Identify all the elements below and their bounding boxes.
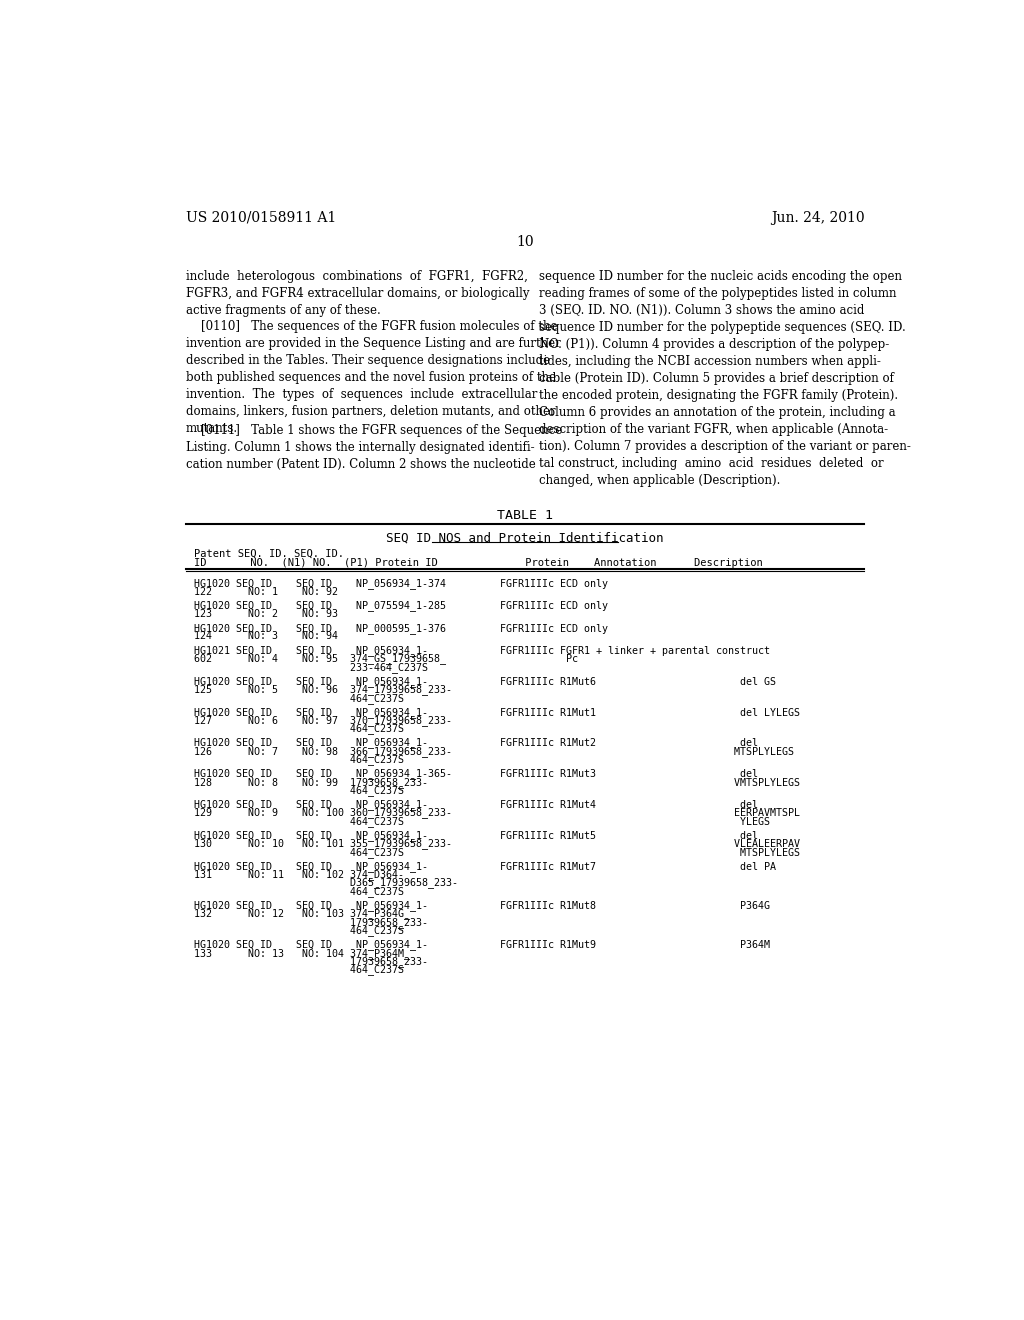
- Text: 464_C237S                                                        YLEGS: 464_C237S YLEGS: [194, 816, 770, 826]
- Text: HG1020 SEQ ID    SEQ ID    NP_056934_1-            FGFR1IIIc R1Mut9             : HG1020 SEQ ID SEQ ID NP_056934_1- FGFR1I…: [194, 940, 770, 950]
- Text: 129      NO: 9    NO: 100 360_17939658_233-                                     : 129 NO: 9 NO: 100 360_17939658_233-: [194, 808, 800, 818]
- Text: HG1020 SEQ ID    SEQ ID    NP_056934_1-            FGFR1IIIc R1Mut2             : HG1020 SEQ ID SEQ ID NP_056934_1- FGFR1I…: [194, 738, 758, 748]
- Text: HG1020 SEQ ID    SEQ ID    NP_056934_1-            FGFR1IIIc R1Mut4             : HG1020 SEQ ID SEQ ID NP_056934_1- FGFR1I…: [194, 799, 758, 810]
- Text: HG1020 SEQ ID    SEQ ID    NP_056934_1-374         FGFR1IIIc ECD only: HG1020 SEQ ID SEQ ID NP_056934_1-374 FGF…: [194, 578, 608, 589]
- Text: HG1020 SEQ ID    SEQ ID    NP_056934_1-            FGFR1IIIc R1Mut6             : HG1020 SEQ ID SEQ ID NP_056934_1- FGFR1I…: [194, 676, 776, 686]
- Text: ID       NO.  (N1) NO.  (P1) Protein ID              Protein    Annotation      : ID NO. (N1) NO. (P1) Protein ID Protein …: [194, 558, 763, 568]
- Text: 602      NO: 4    NO: 95  374_GS_17939658_                    Pc: 602 NO: 4 NO: 95 374_GS_17939658_ Pc: [194, 653, 578, 664]
- Text: 122      NO: 1    NO: 92: 122 NO: 1 NO: 92: [194, 586, 338, 597]
- Text: sequence ID number for the nucleic acids encoding the open
reading frames of som: sequence ID number for the nucleic acids…: [539, 271, 910, 487]
- Text: 464_C237S: 464_C237S: [194, 755, 403, 766]
- Text: Jun. 24, 2010: Jun. 24, 2010: [771, 211, 864, 224]
- Text: include  heterologous  combinations  of  FGFR1,  FGFR2,
FGFR3, and FGFR4 extrace: include heterologous combinations of FGF…: [186, 271, 529, 317]
- Text: 131      NO: 11   NO: 102 374_D364-: 131 NO: 11 NO: 102 374_D364-: [194, 869, 403, 880]
- Text: D365_17939658_233-: D365_17939658_233-: [194, 878, 458, 888]
- Text: HG1020 SEQ ID    SEQ ID    NP_000595_1-376         FGFR1IIIc ECD only: HG1020 SEQ ID SEQ ID NP_000595_1-376 FGF…: [194, 623, 608, 634]
- Text: 123      NO: 2    NO: 93: 123 NO: 2 NO: 93: [194, 609, 338, 619]
- Text: HG1020 SEQ ID    SEQ ID    NP_056934_1-            FGFR1IIIc R1Mut5             : HG1020 SEQ ID SEQ ID NP_056934_1- FGFR1I…: [194, 830, 758, 841]
- Text: 464_C237S: 464_C237S: [194, 723, 403, 734]
- Text: Patent SEQ. ID. SEQ. ID.: Patent SEQ. ID. SEQ. ID.: [194, 549, 344, 558]
- Text: 464_C237S: 464_C237S: [194, 886, 403, 898]
- Text: 464_C237S: 464_C237S: [194, 693, 403, 704]
- Text: 126      NO: 7    NO: 98  366_17939658_233-                                     : 126 NO: 7 NO: 98 366_17939658_233-: [194, 746, 794, 756]
- Text: 464_C237S: 464_C237S: [194, 785, 403, 796]
- Text: 128      NO: 8    NO: 99  17939658_233-                                         : 128 NO: 8 NO: 99 17939658_233-: [194, 776, 800, 788]
- Text: 233-464_C237S: 233-464_C237S: [194, 663, 428, 673]
- Text: 133      NO: 13   NO: 104 374_P364M_: 133 NO: 13 NO: 104 374_P364M_: [194, 948, 410, 958]
- Text: 130      NO: 10   NO: 101 355_17939658_233-                                     : 130 NO: 10 NO: 101 355_17939658_233-: [194, 838, 800, 849]
- Text: 464_C237S: 464_C237S: [194, 925, 403, 936]
- Text: HG1020 SEQ ID    SEQ ID    NP_056934_1-            FGFR1IIIc R1Mut1             : HG1020 SEQ ID SEQ ID NP_056934_1- FGFR1I…: [194, 706, 800, 718]
- Text: 132      NO: 12   NO: 103 374_P364G_: 132 NO: 12 NO: 103 374_P364G_: [194, 908, 410, 919]
- Text: HG1020 SEQ ID    SEQ ID    NP_056934_1-            FGFR1IIIc R1Mut7             : HG1020 SEQ ID SEQ ID NP_056934_1- FGFR1I…: [194, 861, 776, 871]
- Text: 125      NO: 5    NO: 96  374_17939658_233-: 125 NO: 5 NO: 96 374_17939658_233-: [194, 684, 452, 696]
- Text: 10: 10: [516, 235, 534, 249]
- Text: HG1020 SEQ ID    SEQ ID    NP_056934_1-            FGFR1IIIc R1Mut8             : HG1020 SEQ ID SEQ ID NP_056934_1- FGFR1I…: [194, 900, 770, 911]
- Text: SEQ ID NOS and Protein Identification: SEQ ID NOS and Protein Identification: [386, 532, 664, 545]
- Text: 17939658_233-: 17939658_233-: [194, 917, 428, 928]
- Text: 124      NO: 3    NO: 94: 124 NO: 3 NO: 94: [194, 631, 338, 642]
- Text: HG1021 SEQ ID    SEQ ID    NP_056934_1-            FGFR1IIIc FGFR1 + linker + pa: HG1021 SEQ ID SEQ ID NP_056934_1- FGFR1I…: [194, 645, 770, 656]
- Text: US 2010/0158911 A1: US 2010/0158911 A1: [186, 211, 336, 224]
- Text: 464_C237S                                                        MTSPLYLEGS: 464_C237S MTSPLYLEGS: [194, 847, 800, 858]
- Text: 464_C237S: 464_C237S: [194, 965, 403, 975]
- Text: 17939658_233-: 17939658_233-: [194, 956, 428, 968]
- Text: TABLE 1: TABLE 1: [497, 508, 553, 521]
- Text: HG1020 SEQ ID    SEQ ID    NP_056934_1-365-        FGFR1IIIc R1Mut3             : HG1020 SEQ ID SEQ ID NP_056934_1-365- FG…: [194, 768, 758, 779]
- Text: 127      NO: 6    NO: 97  370_17939658_233-: 127 NO: 6 NO: 97 370_17939658_233-: [194, 715, 452, 726]
- Text: [0111]   Table 1 shows the FGFR sequences of the Sequence
Listing. Column 1 show: [0111] Table 1 shows the FGFR sequences …: [186, 424, 562, 471]
- Text: HG1020 SEQ ID    SEQ ID    NP_075594_1-285         FGFR1IIIc ECD only: HG1020 SEQ ID SEQ ID NP_075594_1-285 FGF…: [194, 601, 608, 611]
- Text: [0110]   The sequences of the FGFR fusion molecules of the
invention are provide: [0110] The sequences of the FGFR fusion …: [186, 321, 561, 436]
